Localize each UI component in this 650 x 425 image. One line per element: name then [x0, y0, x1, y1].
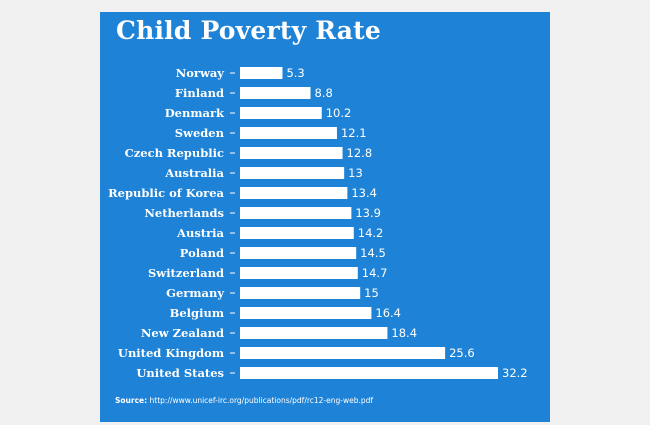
bar-denmark — [240, 107, 322, 119]
value-label-germany: 15 — [364, 286, 379, 300]
category-label-finland: Finland — [175, 86, 224, 100]
bar-norway — [240, 67, 283, 79]
bar-austria — [240, 227, 354, 239]
category-label-united-kingdom: United Kingdom — [118, 346, 224, 360]
value-label-netherlands: 13.9 — [355, 206, 381, 220]
category-label-sweden: Sweden — [175, 126, 225, 140]
value-label-poland: 14.5 — [360, 246, 386, 260]
category-label-australia: Australia — [164, 166, 224, 180]
bar-germany — [240, 287, 361, 299]
category-label-austria: Austria — [176, 226, 224, 240]
value-label-denmark: 10.2 — [326, 106, 352, 120]
bar-united-states — [240, 367, 498, 379]
bar-republic-of-korea — [240, 187, 348, 199]
category-label-netherlands: Netherlands — [144, 206, 224, 220]
bar-finland — [240, 87, 311, 99]
value-label-finland: 8.8 — [315, 86, 333, 100]
bar-united-kingdom — [240, 347, 446, 359]
value-label-new-zealand: 18.4 — [391, 326, 417, 340]
bar-new-zealand — [240, 327, 388, 339]
source-note: Source: http://www.unicef-irc.org/public… — [115, 396, 373, 405]
category-label-new-zealand: New Zealand — [141, 326, 224, 340]
bar-netherlands — [240, 207, 352, 219]
bar-australia — [240, 167, 345, 179]
bar-poland — [240, 247, 357, 259]
value-label-austria: 14.2 — [358, 226, 384, 240]
category-label-germany: Germany — [166, 286, 224, 300]
category-label-belgium: Belgium — [170, 306, 224, 320]
value-label-australia: 13 — [348, 166, 363, 180]
value-label-switzerland: 14.7 — [362, 266, 388, 280]
category-label-united-states: United States — [136, 366, 224, 380]
chart-title: Child Poverty Rate — [116, 16, 382, 45]
category-label-poland: Poland — [180, 246, 224, 260]
value-label-czech-republic: 12.8 — [347, 146, 373, 160]
bar-czech-republic — [240, 147, 343, 159]
value-label-sweden: 12.1 — [341, 126, 367, 140]
bar-belgium — [240, 307, 372, 319]
value-label-united-states: 32.2 — [502, 366, 528, 380]
category-label-republic-of-korea: Republic of Korea — [108, 186, 224, 200]
category-label-denmark: Denmark — [165, 106, 225, 120]
category-label-norway: Norway — [176, 66, 225, 80]
value-label-republic-of-korea: 13.4 — [351, 186, 377, 200]
source-label: Source: — [115, 396, 148, 405]
value-label-belgium: 16.4 — [375, 306, 401, 320]
bar-sweden — [240, 127, 337, 139]
value-label-united-kingdom: 25.6 — [449, 346, 475, 360]
value-label-norway: 5.3 — [286, 66, 304, 80]
category-label-switzerland: Switzerland — [148, 266, 224, 280]
category-label-czech-republic: Czech Republic — [125, 146, 224, 160]
source-url[interactable]: http://www.unicef-irc.org/publications/p… — [149, 396, 374, 405]
bar-switzerland — [240, 267, 358, 279]
